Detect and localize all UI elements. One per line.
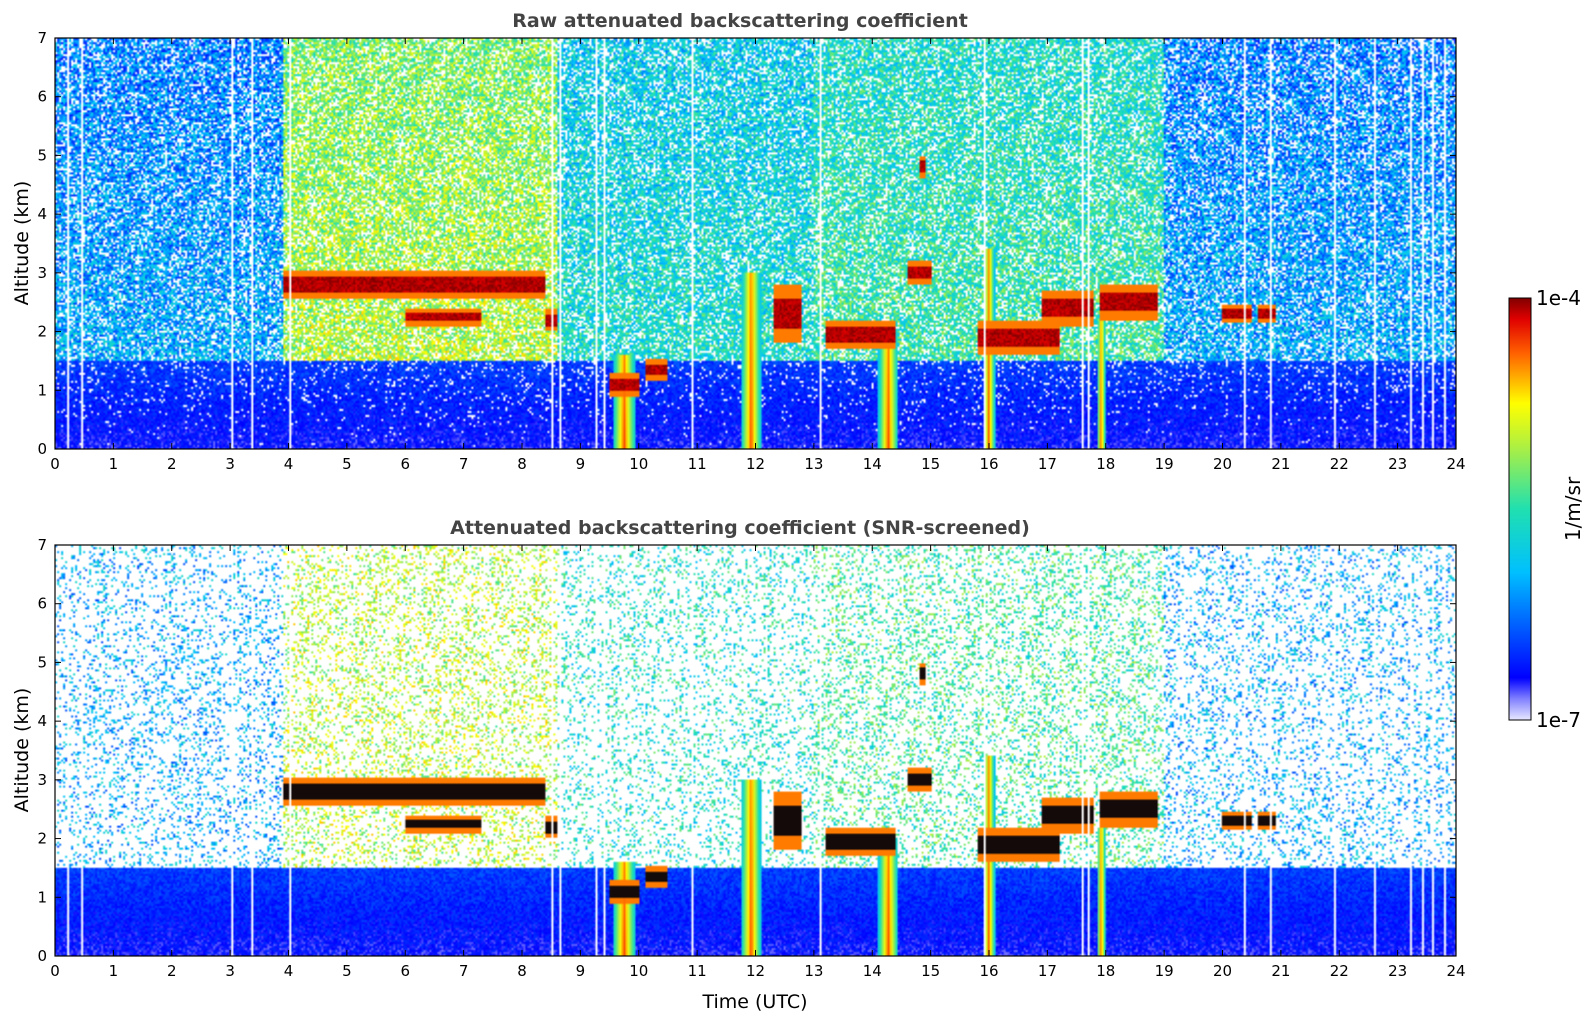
y-axis-label-screened: Altitude (km): [11, 688, 33, 813]
x-tick-label: 21: [1271, 962, 1290, 980]
x-tick-label: 5: [342, 962, 352, 980]
y-tick-label: 7: [37, 29, 47, 47]
y-tick-label: 5: [37, 653, 47, 671]
x-tick-label: 7: [459, 455, 469, 473]
x-tick-label: 16: [979, 455, 998, 473]
y-tick-label: 3: [37, 771, 47, 789]
x-tick-label: 16: [979, 962, 998, 980]
x-tick-label: 14: [863, 455, 882, 473]
colorbar: 1e-4 1e-7 1/m/sr: [1508, 286, 1585, 732]
x-tick-label: 18: [1096, 962, 1115, 980]
x-tick-label: 11: [688, 455, 707, 473]
colorbar-gradient: [1508, 297, 1532, 721]
x-tick-label: 0: [50, 962, 60, 980]
x-tick-label: 15: [921, 455, 940, 473]
x-tick-label: 12: [746, 962, 765, 980]
x-tick-label: 20: [1213, 962, 1232, 980]
colorbar-unit-label: 1/m/sr: [1561, 476, 1585, 541]
x-tick-label: 22: [1330, 962, 1349, 980]
colorbar-max-label: 1e-4: [1536, 286, 1581, 310]
x-tick-label: 0: [50, 455, 60, 473]
x-tick-label: 21: [1271, 455, 1290, 473]
colorbar-min-label: 1e-7: [1536, 708, 1581, 732]
y-tick-label: 3: [37, 264, 47, 282]
panel-screened: Attenuated backscattering coefficient (S…: [11, 517, 1466, 1013]
x-tick-label: 18: [1096, 455, 1115, 473]
x-tick-label: 15: [921, 962, 940, 980]
x-tick-label: 23: [1388, 962, 1407, 980]
x-tick-label: 10: [629, 455, 648, 473]
panel-raw-title: Raw attenuated backscattering coefficien…: [512, 10, 968, 32]
x-tick-label: 2: [167, 962, 177, 980]
x-tick-label: 3: [225, 455, 235, 473]
x-tick-label: 19: [1155, 962, 1174, 980]
x-tick-label: 20: [1213, 455, 1232, 473]
x-tick-label: 24: [1446, 455, 1465, 473]
x-tick-label: 9: [576, 962, 586, 980]
x-tick-label: 12: [746, 455, 765, 473]
x-tick-label: 4: [284, 962, 294, 980]
x-tick-label: 14: [863, 962, 882, 980]
x-tick-label: 3: [225, 962, 235, 980]
x-tick-label: 2: [167, 455, 177, 473]
x-tick-label: 9: [576, 455, 586, 473]
panel-raw: Raw attenuated backscattering coefficien…: [11, 10, 1466, 473]
x-axis-label: Time (UTC): [701, 991, 807, 1013]
y-tick-label: 0: [37, 440, 47, 458]
x-tick-label: 13: [804, 455, 823, 473]
x-tick-label: 6: [400, 962, 410, 980]
x-tick-label: 22: [1330, 455, 1349, 473]
x-tick-label: 19: [1155, 455, 1174, 473]
x-tick-label: 17: [1038, 962, 1057, 980]
x-tick-label: 6: [400, 455, 410, 473]
x-tick-label: 5: [342, 455, 352, 473]
x-tick-label: 8: [517, 962, 527, 980]
y-tick-label: 6: [37, 88, 47, 106]
x-tick-label: 1: [109, 962, 119, 980]
y-tick-label: 0: [37, 947, 47, 965]
x-tick-label: 1: [109, 455, 119, 473]
x-tick-label: 7: [459, 962, 469, 980]
x-tick-label: 8: [517, 455, 527, 473]
y-tick-label: 7: [37, 536, 47, 554]
y-tick-label: 2: [37, 323, 47, 341]
y-tick-label: 4: [37, 205, 47, 223]
panel-screened-title: Attenuated backscattering coefficient (S…: [450, 517, 1030, 539]
x-tick-label: 4: [284, 455, 294, 473]
heatmap-screened: [55, 545, 1456, 956]
y-axis-label-raw: Altitude (km): [11, 181, 33, 306]
y-tick-label: 2: [37, 830, 47, 848]
x-tick-label: 23: [1388, 455, 1407, 473]
y-tick-label: 5: [37, 146, 47, 164]
x-tick-label: 13: [804, 962, 823, 980]
x-tick-label: 11: [688, 962, 707, 980]
y-tick-label: 6: [37, 595, 47, 613]
y-tick-label: 1: [37, 888, 47, 906]
y-tick-label: 4: [37, 712, 47, 730]
x-tick-label: 10: [629, 962, 648, 980]
x-tick-label: 24: [1446, 962, 1465, 980]
y-tick-label: 1: [37, 381, 47, 399]
heatmap-raw: [55, 38, 1456, 449]
x-tick-label: 17: [1038, 455, 1057, 473]
